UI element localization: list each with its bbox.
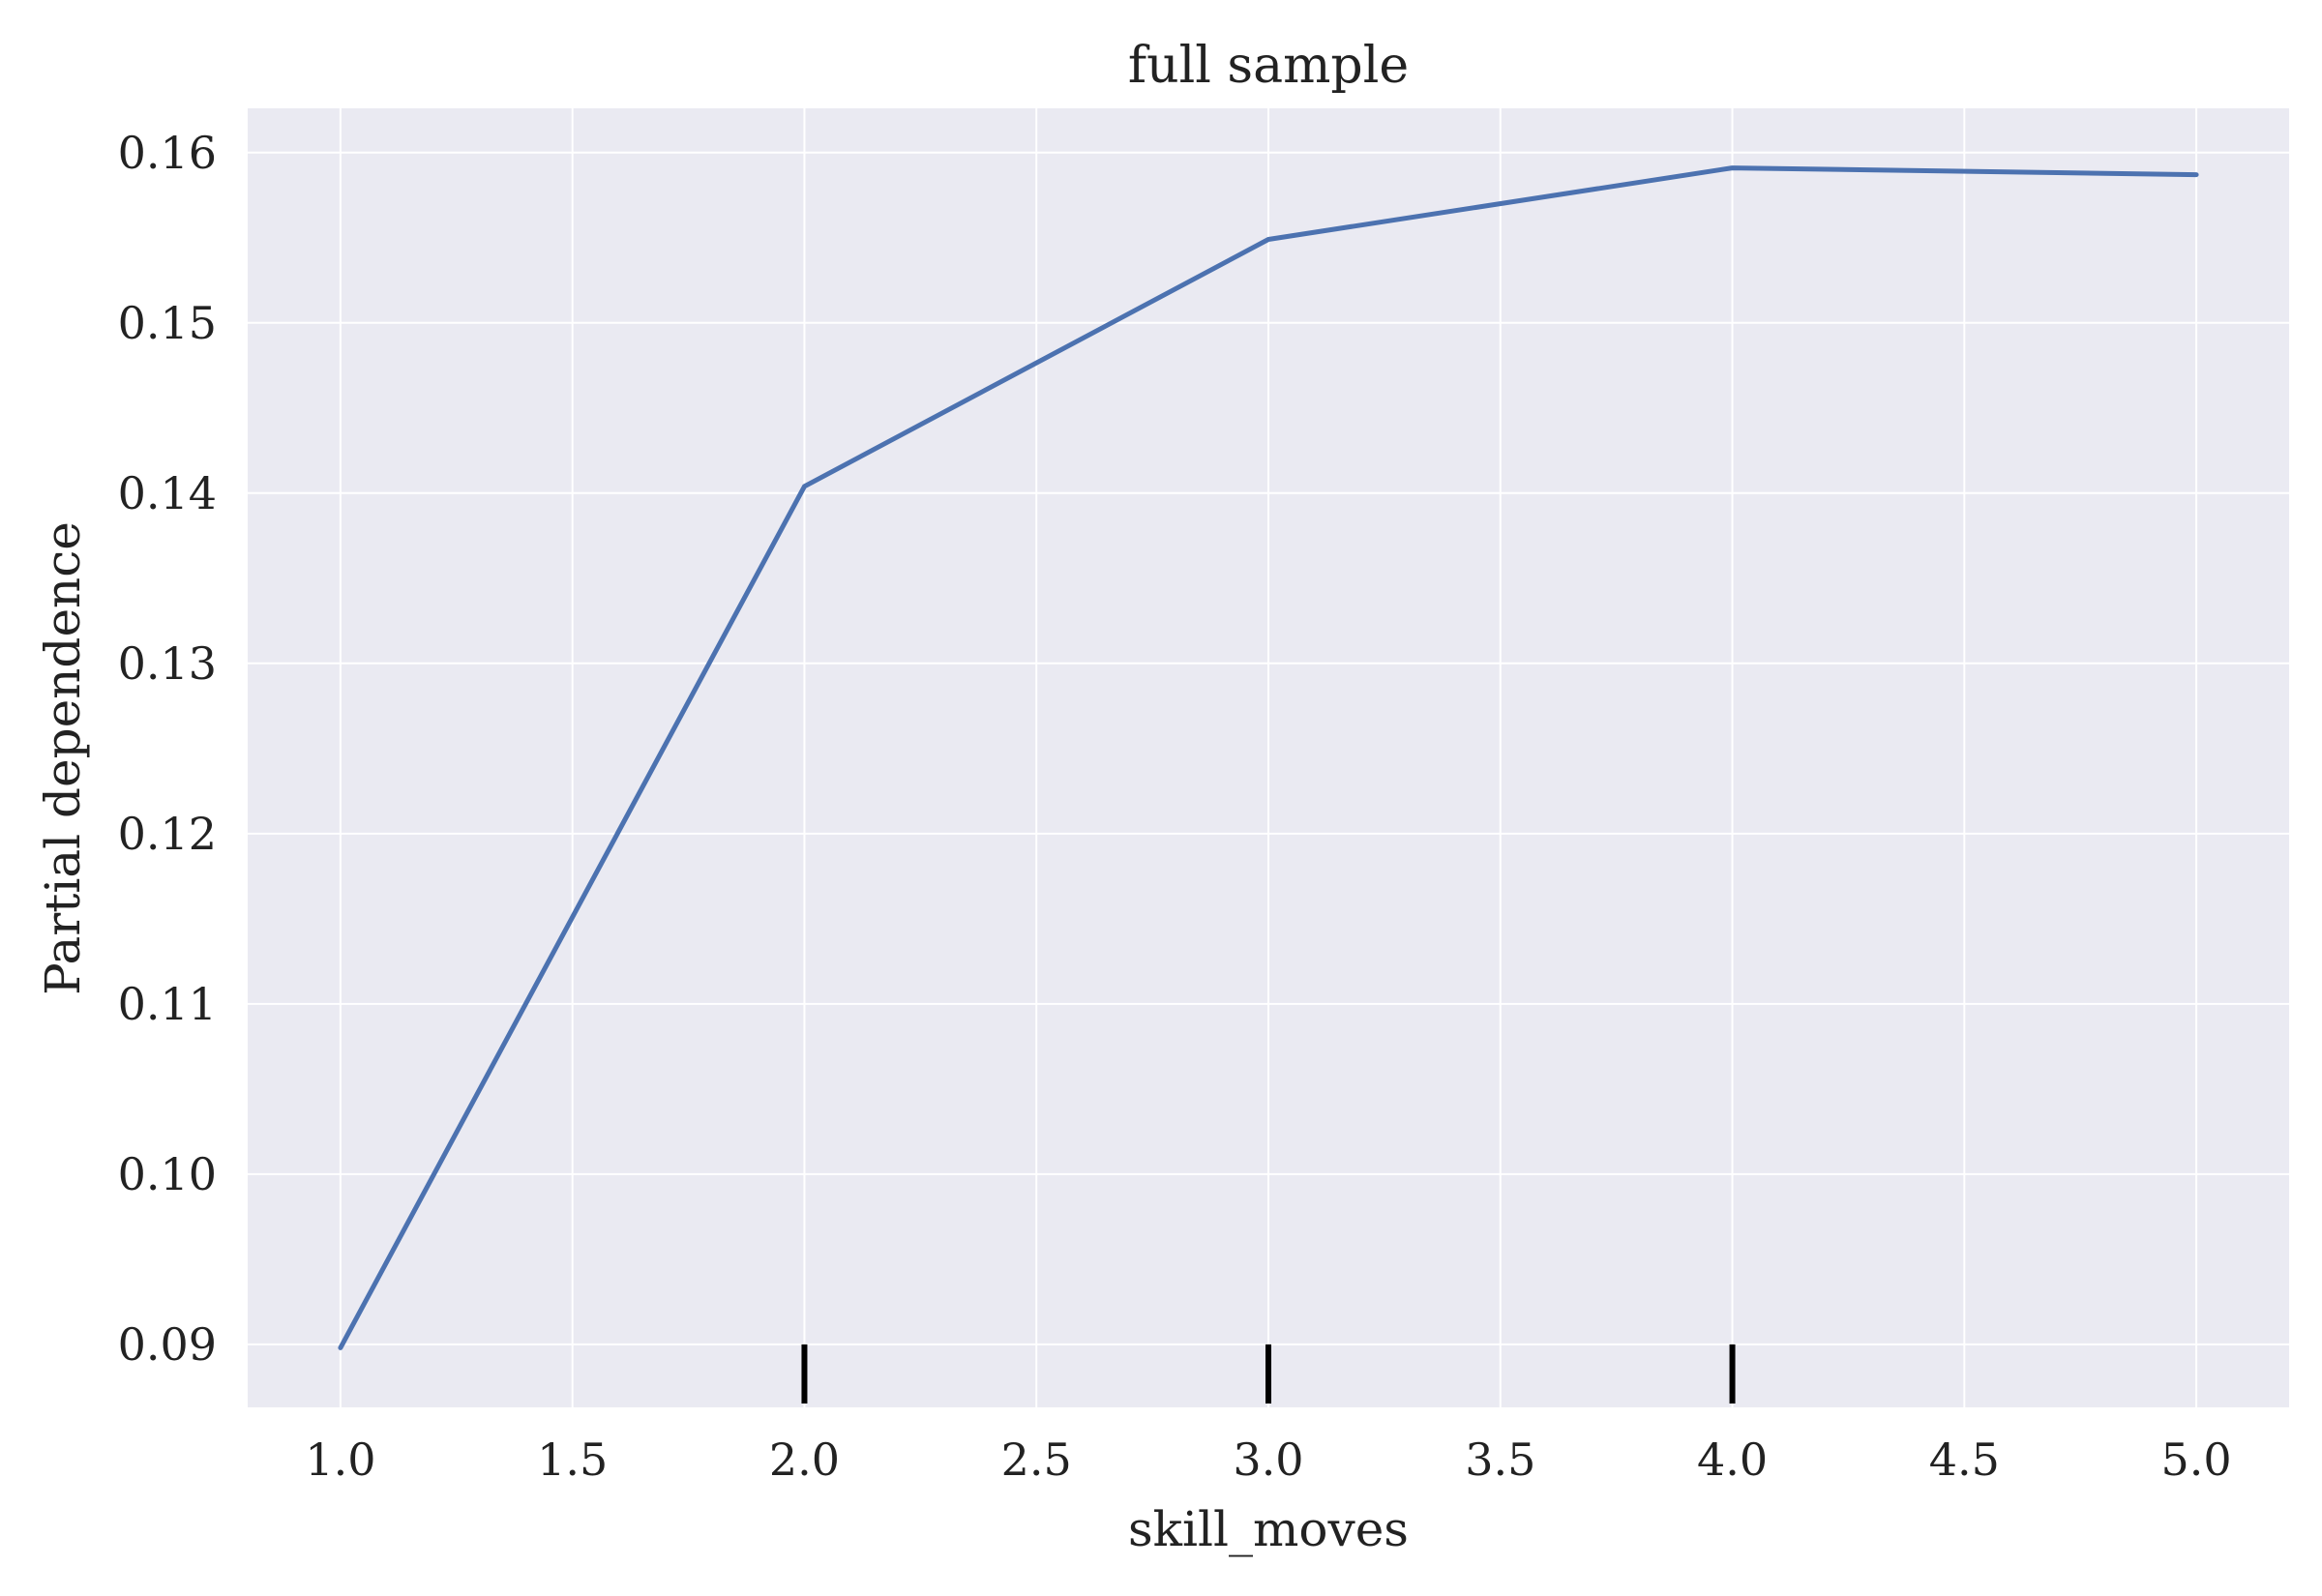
- x-tick-labels: 1.0 1.5 2.0 2.5 3.0 3.5 4.0 4.5 5.0: [305, 1433, 2231, 1486]
- x-tick-label: 3.5: [1465, 1433, 1535, 1486]
- y-tick-label: 0.12: [118, 808, 217, 860]
- rug-marks: [801, 1344, 1736, 1404]
- y-axis-label: Partial dependence: [35, 521, 91, 995]
- series-line: [338, 165, 2199, 1350]
- y-tick-label: 0.13: [118, 637, 217, 690]
- y-tick-label: 0.14: [118, 467, 217, 519]
- y-tick-labels: 0.09 0.10 0.11 0.12 0.13 0.14 0.15 0.16: [118, 127, 217, 1371]
- y-tick-label: 0.09: [118, 1318, 217, 1371]
- x-tick-label: 4.5: [1929, 1433, 2000, 1486]
- x-axis-label: skill_moves: [1128, 1501, 1409, 1557]
- x-tick-label: 3.0: [1233, 1433, 1303, 1486]
- y-tick-label: 0.11: [118, 978, 217, 1030]
- x-tick-label: 1.0: [305, 1433, 375, 1486]
- x-tick-label: 5.0: [2161, 1433, 2232, 1486]
- y-tick-label: 0.10: [118, 1148, 217, 1200]
- chart-title: full sample: [1128, 37, 1409, 95]
- x-tick-label: 2.5: [1001, 1433, 1072, 1486]
- x-tick-label: 2.0: [769, 1433, 840, 1486]
- series-group: [338, 165, 2199, 1350]
- y-tick-label: 0.16: [118, 127, 217, 179]
- x-tick-label: 1.5: [537, 1433, 608, 1486]
- y-tick-label: 0.15: [118, 297, 217, 349]
- x-tick-label: 4.0: [1697, 1433, 1768, 1486]
